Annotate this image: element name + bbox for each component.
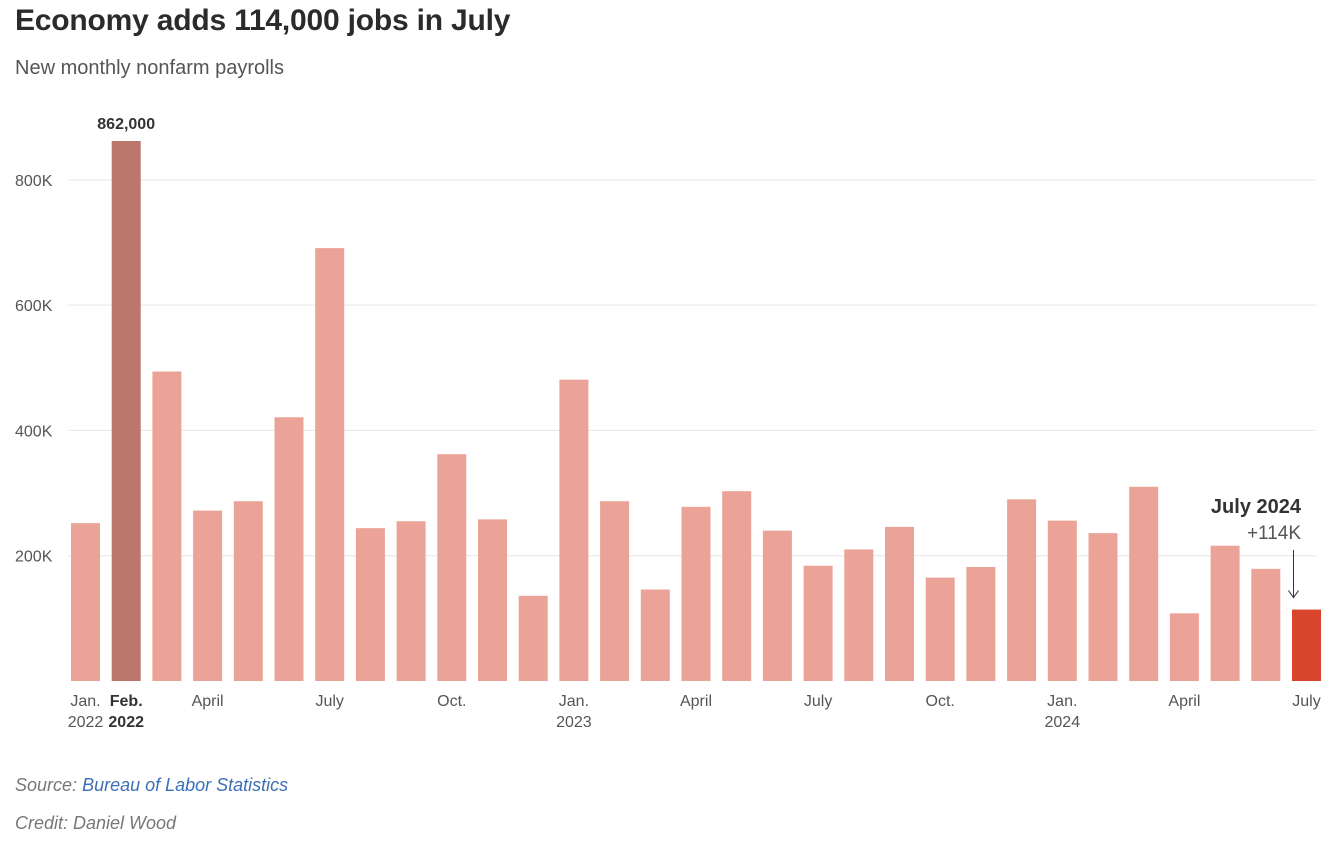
y-tick-label: 600K [15, 298, 53, 315]
y-tick-label: 400K [15, 423, 53, 440]
bar [478, 519, 507, 681]
bar [355, 528, 385, 681]
y-tick-label: 800K [15, 173, 53, 190]
x-tick-label: Oct. [926, 693, 955, 710]
data-label-latest-value: +114K [1247, 523, 1301, 544]
y-tick-label: 200K [15, 549, 53, 566]
x-tick-label: Jan. [559, 693, 589, 710]
bar [233, 501, 263, 681]
x-tick-label: Jan. [70, 693, 100, 710]
source-link[interactable]: Bureau of Labor Statistics [82, 775, 289, 795]
bar [193, 510, 223, 681]
bar [1088, 533, 1118, 681]
bar [1129, 486, 1159, 681]
bar [1007, 499, 1037, 681]
x-tick-label: July [315, 693, 343, 710]
x-tick-label: 2022 [68, 714, 104, 731]
bar [518, 595, 548, 681]
bar [1292, 609, 1321, 681]
credit-line: Credit: Daniel Wood [15, 813, 177, 833]
source-label: Source: [15, 775, 78, 795]
x-tick-label: 2024 [1045, 714, 1081, 731]
x-tick-label: April [1168, 693, 1200, 710]
bar [600, 501, 630, 681]
bar [722, 491, 752, 681]
bar [1251, 568, 1281, 681]
bar [111, 141, 141, 681]
bar [803, 565, 833, 681]
data-label-peak: 862,000 [97, 116, 155, 133]
chart-title: Economy adds 114,000 jobs in July [15, 4, 511, 37]
bar [152, 371, 182, 681]
bar [681, 506, 711, 681]
bar [1047, 520, 1077, 681]
bar [966, 566, 996, 681]
bar [437, 454, 467, 681]
bar [885, 526, 914, 681]
x-tick-label: 2022 [108, 714, 144, 731]
x-tick-label: April [192, 693, 224, 710]
x-tick-label: April [680, 693, 712, 710]
bar [315, 248, 345, 681]
bar [640, 589, 670, 681]
x-tick-label: 2023 [556, 714, 592, 731]
bar [925, 577, 955, 681]
bar [71, 523, 100, 681]
annotation-arrow-head [1288, 590, 1299, 599]
bar [762, 530, 792, 681]
data-label-latest-title: July 2024 [1211, 496, 1302, 518]
x-tick-label: Oct. [437, 693, 466, 710]
chart-subtitle: New monthly nonfarm payrolls [15, 57, 284, 79]
bar [274, 417, 304, 681]
source-line: Source: Bureau of Labor Statistics [15, 775, 288, 796]
x-tick-label: Jan. [1047, 693, 1077, 710]
x-tick-label: July [1292, 693, 1320, 710]
x-tick-label: Feb. [110, 693, 143, 710]
bar [1210, 545, 1240, 681]
bar-chart: 200K 400K 600K 800K Jan. 2022 Feb. 2022 April Jul… [15, 116, 1321, 731]
bar [844, 549, 874, 681]
x-tick-label: July [804, 693, 832, 710]
bar [1169, 613, 1199, 681]
bar [396, 521, 426, 681]
bar [559, 379, 589, 681]
